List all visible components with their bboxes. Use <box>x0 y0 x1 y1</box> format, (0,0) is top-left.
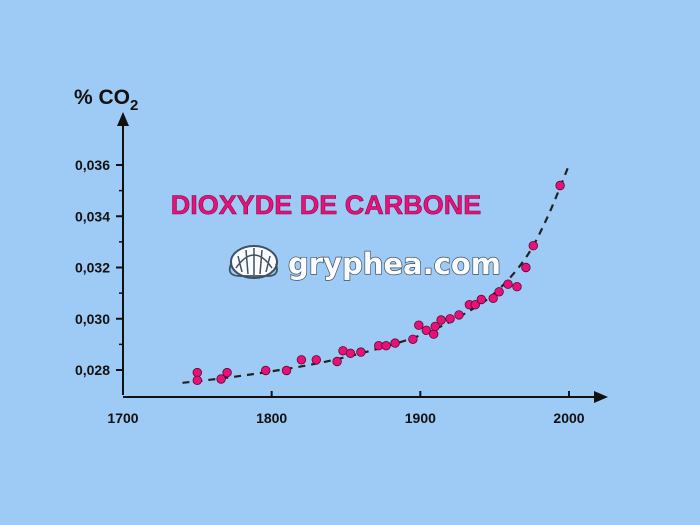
y-tick-label: 0,030 <box>75 311 110 327</box>
data-point <box>216 374 226 384</box>
data-point <box>494 287 504 297</box>
data-point <box>332 356 342 367</box>
x-tick-label: 1700 <box>107 410 138 426</box>
data-point <box>430 321 440 332</box>
data-point <box>356 347 366 357</box>
data-point <box>454 310 464 320</box>
data-point <box>470 300 481 310</box>
data-point <box>521 262 531 273</box>
y-tick-label: 0,036 <box>75 157 110 173</box>
data-point <box>488 293 498 304</box>
trend-line <box>182 164 571 384</box>
data-point <box>311 355 322 365</box>
chart-title: DIOXYDE DE CARBONE <box>171 190 482 220</box>
data-point <box>476 294 487 305</box>
data-point <box>429 329 439 339</box>
data-point <box>390 338 400 348</box>
x-ticks: 1700 1800 1900 2000 <box>107 391 585 426</box>
data-point <box>408 334 418 345</box>
y-axis <box>117 112 129 395</box>
y-axis-label: % CO2 <box>74 86 138 114</box>
watermark: gryphea.com <box>228 245 502 282</box>
x-tick-label: 1800 <box>256 410 287 426</box>
data-point <box>503 279 513 289</box>
data-point <box>445 314 455 324</box>
y-tick-label: 0,034 <box>75 208 110 224</box>
shell-logo-icon <box>228 245 278 279</box>
data-point <box>192 375 203 386</box>
data-point <box>345 348 356 359</box>
data-point <box>528 240 539 251</box>
y-ticks: 0,028 0,030 0,032 0,034 0,036 <box>75 157 123 378</box>
data-point <box>381 341 391 351</box>
data-point <box>414 320 424 330</box>
data-point <box>512 282 522 292</box>
data-point <box>436 315 446 325</box>
watermark-text: gryphea.com <box>288 247 501 281</box>
data-point <box>296 355 307 365</box>
data-point <box>261 365 271 376</box>
data-point <box>421 325 432 336</box>
x-tick-label: 2000 <box>553 410 584 426</box>
x-axis <box>123 391 608 403</box>
y-tick-label: 0,032 <box>75 260 110 276</box>
x-tick-label: 1900 <box>405 410 436 426</box>
data-point <box>555 180 565 191</box>
data-point <box>222 367 232 378</box>
data-point <box>281 365 292 376</box>
data-points <box>192 180 565 386</box>
y-tick-label: 0,028 <box>75 362 110 378</box>
